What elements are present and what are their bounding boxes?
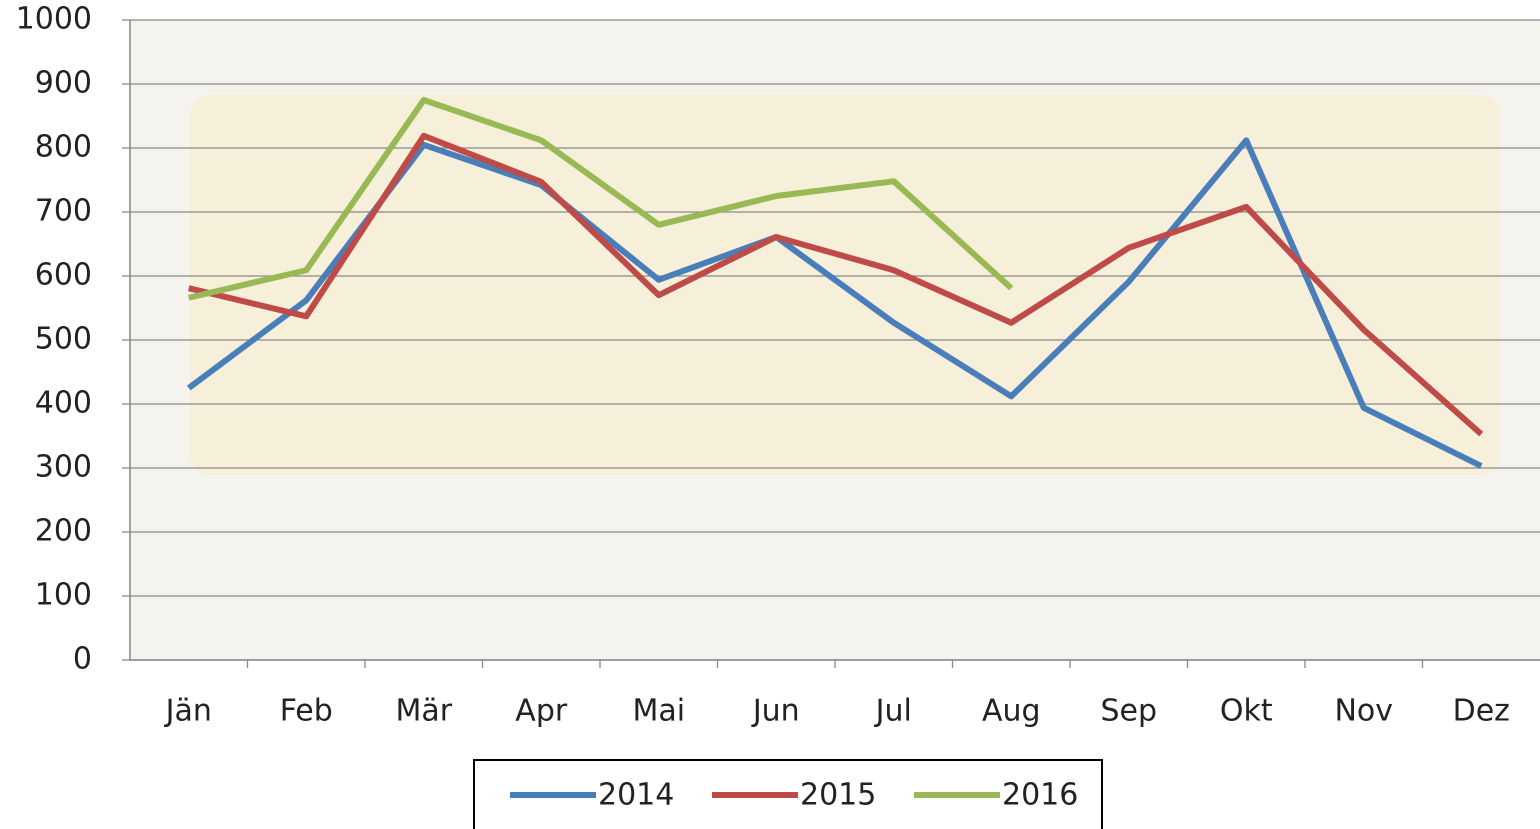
- x-tick-label: Apr: [515, 694, 568, 729]
- x-tick-label: Aug: [982, 694, 1041, 729]
- x-tick-label: Feb: [280, 694, 333, 729]
- legend-label: 2014: [598, 778, 674, 813]
- legend-label: 2016: [1002, 778, 1078, 813]
- y-tick-label: 300: [35, 450, 92, 485]
- x-tick-label: Sep: [1100, 694, 1157, 729]
- y-tick-label: 600: [35, 258, 92, 293]
- x-tick-label: Nov: [1334, 694, 1393, 729]
- y-tick-label: 200: [35, 514, 92, 549]
- x-tick-label: Jän: [164, 694, 212, 729]
- y-tick-label: 0: [73, 642, 92, 677]
- x-tick-label: Okt: [1220, 694, 1273, 729]
- legend-label: 2015: [800, 778, 876, 813]
- x-tick-label: Jul: [874, 694, 912, 729]
- x-tick-label: Mai: [632, 694, 685, 729]
- x-tick-label: Dez: [1453, 694, 1510, 729]
- y-tick-label: 400: [35, 386, 92, 421]
- x-tick-label: Mär: [395, 694, 452, 729]
- y-tick-label: 1000: [16, 2, 92, 37]
- y-tick-label: 700: [35, 194, 92, 229]
- y-tick-label: 900: [35, 66, 92, 101]
- y-tick-label: 100: [35, 578, 92, 613]
- series-line: [188, 97, 1014, 301]
- y-tick-label: 800: [35, 130, 92, 165]
- x-tick-label: Jun: [751, 694, 800, 729]
- series-line: [188, 132, 1484, 437]
- y-tick-label: 500: [35, 322, 92, 357]
